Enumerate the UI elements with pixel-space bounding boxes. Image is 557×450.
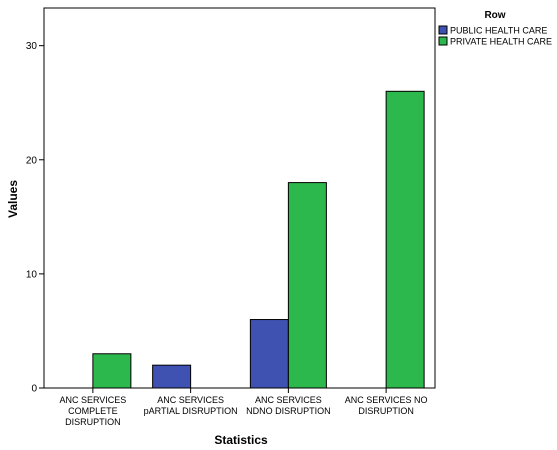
bar-public-2 <box>152 364 192 389</box>
y-tick-label: 20 <box>26 155 38 166</box>
legend-label-public: PUBLIC HEALTH CARE <box>450 26 547 36</box>
y-axis-title: Values <box>6 180 20 218</box>
bar-private-4 <box>385 90 425 389</box>
y-axis-ticks: 0 10 20 30 <box>26 41 44 395</box>
x-category-label: ANC SERVICES NO DISRUPTION <box>345 395 428 416</box>
plot-background <box>44 8 435 388</box>
y-tick-label: 30 <box>26 41 38 52</box>
legend-title: Row <box>484 10 505 21</box>
bar-private-1 <box>92 353 132 389</box>
y-tick-label: 10 <box>26 269 38 280</box>
x-category-label: ANC SERVICES COMPLETE DISRUPTION <box>59 395 126 427</box>
y-tick-label: 0 <box>31 384 37 395</box>
plot-frame <box>43 7 436 389</box>
legend-swatch-private <box>438 36 448 46</box>
bar-private-3 <box>287 182 327 389</box>
legend-swatch-public <box>438 25 448 35</box>
x-axis-categories: ANC SERVICES COMPLETE DISRUPTION ANC SERVIC… <box>59 388 428 427</box>
x-category-label: ANC SERVICES pARTIAL DISRUPTION <box>144 395 238 416</box>
x-axis-title: Statistics <box>214 433 268 447</box>
legend-label-private: PRIVATE HEALTH CARE <box>450 37 552 47</box>
x-category-label: ANC SERVICES NDNO DISRUPTION <box>246 395 331 416</box>
bar-public-3 <box>249 319 289 389</box>
plot-area <box>43 7 436 389</box>
